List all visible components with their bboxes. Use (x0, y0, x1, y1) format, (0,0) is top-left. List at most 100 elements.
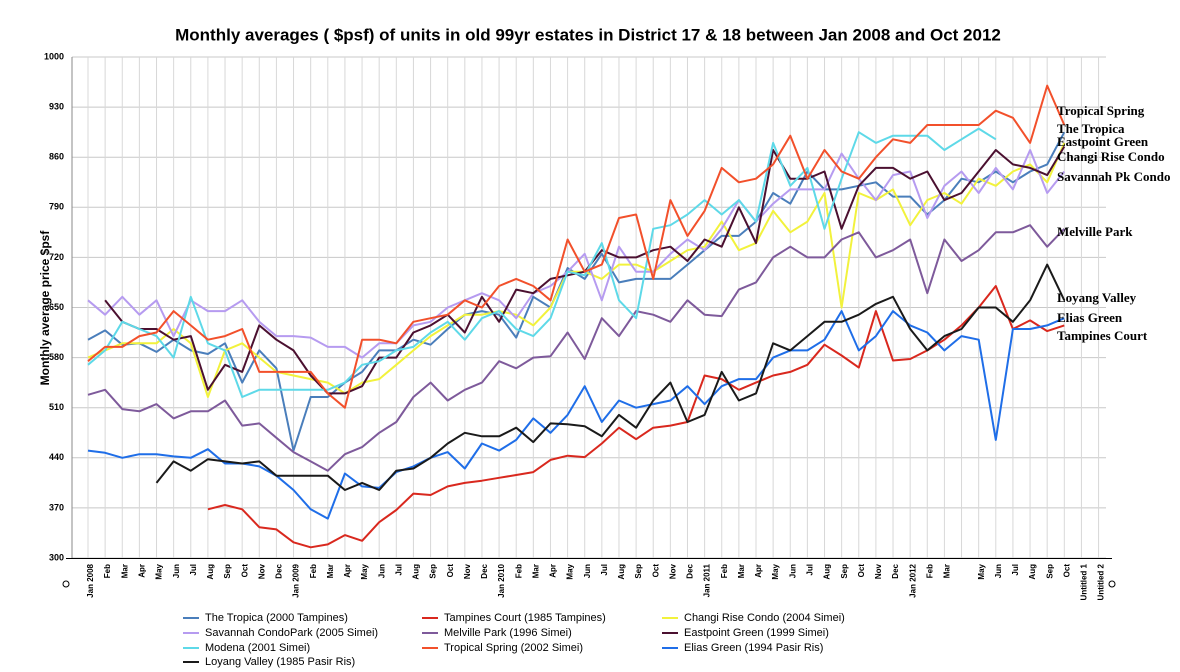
y-tick-label: 930 (49, 101, 64, 111)
x-tick-label: Sep (1045, 564, 1054, 579)
chart-title: Monthly averages ( $psf) of units in old… (175, 25, 1001, 44)
x-tick-label: May (360, 563, 369, 579)
annotation: Savannah Pk Condo (1057, 169, 1170, 184)
legend-label: Eastpoint Green (1999 Simei) (684, 627, 829, 639)
x-tick-label: Sep (840, 564, 849, 579)
x-tick-label: Oct (857, 564, 866, 578)
x-tick-label: Jul (805, 564, 814, 576)
x-tick-label: Jun (788, 564, 797, 578)
x-tick-label: Dec (686, 563, 695, 578)
y-tick-label: 650 (49, 302, 64, 312)
x-tick-label: Mar (326, 564, 335, 578)
x-tick-label: Mar (737, 564, 746, 578)
x-tick-label: Sep (634, 564, 643, 579)
x-tick-label: Apr (343, 564, 352, 578)
y-axis-label: Monthly average price $psf (38, 230, 52, 386)
x-tick-label: Nov (874, 563, 883, 579)
x-tick-label: Feb (309, 564, 318, 578)
x-tick-label: Jul (394, 564, 403, 576)
x-tick-label: Jul (189, 564, 198, 576)
x-tick-label: Untitled 2 (1097, 563, 1106, 600)
legend-label: Loyang Valley (1985 Pasir Ris) (205, 656, 355, 668)
x-tick-label: Untitled 1 (1080, 563, 1089, 600)
x-tick-label: Sep (223, 564, 232, 579)
series-line (87, 310, 1065, 520)
x-tick-label: Mar (120, 564, 129, 578)
x-tick-label: Dec (891, 563, 900, 578)
legend-label: Elias Green (1994 Pasir Ris) (684, 642, 823, 654)
x-tick-label: Feb (720, 564, 729, 578)
legend-label: The Tropica (2000 Tampines) (205, 612, 348, 624)
annotation: Changi Rise Condo (1057, 149, 1165, 164)
x-tick-label: Nov (463, 563, 472, 579)
axis-end (62, 580, 70, 588)
x-tick-label: May (771, 563, 780, 579)
x-tick-label: Feb (925, 564, 934, 578)
y-tick-label: 510 (49, 402, 64, 412)
x-tick-label: Jul (1011, 564, 1020, 576)
x-tick-label: Jun (994, 564, 1003, 578)
x-tick-label: Mar (943, 564, 952, 578)
y-tick-label: 1000 (44, 51, 64, 61)
x-tick-label: Sep (429, 564, 438, 579)
x-tick-label: Jun (172, 564, 181, 578)
x-tick-label: Jul (600, 564, 609, 576)
y-tick-label: 440 (49, 452, 64, 462)
legend-label: Modena (2001 Simei) (205, 642, 310, 654)
series-line (87, 142, 1066, 398)
x-tick-label: Nov (668, 563, 677, 579)
x-tick-label: Jan 2011 (703, 563, 712, 597)
x-tick-label: Feb (103, 564, 112, 578)
x-tick-label: Jun (583, 564, 592, 578)
legend-label: Tropical Spring (2002 Simei) (444, 642, 583, 654)
x-tick-label: Aug (1028, 564, 1037, 580)
y-tick-label: 860 (49, 152, 64, 162)
series-line (207, 285, 1065, 549)
y-tick-label: 300 (49, 552, 64, 562)
annotation: Loyang Valley (1057, 290, 1137, 305)
x-tick-label: May (566, 563, 575, 579)
x-tick-label: Jan 2008 (86, 563, 95, 597)
x-tick-label: Jan 2012 (908, 563, 917, 597)
x-tick-label: Feb (514, 564, 523, 578)
annotation: Melville Park (1057, 224, 1133, 239)
series-line (87, 131, 1066, 452)
x-tick-label: Nov (257, 563, 266, 579)
legend-label: Changi Rise Condo (2004 Simei) (684, 612, 845, 624)
x-tick-label: Dec (480, 563, 489, 578)
x-tick-label: Apr (549, 564, 558, 578)
x-tick-label: Dec (275, 563, 284, 578)
legend-label: Savannah CondoPark (2005 Simei) (205, 627, 378, 639)
x-tick-label: Aug (412, 564, 421, 580)
x-tick-label: Oct (651, 564, 660, 578)
x-tick-label: Aug (617, 564, 626, 580)
legend-label: Tampines Court (1985 Tampines) (444, 612, 606, 624)
y-tick-label: 720 (49, 252, 64, 262)
y-tick-label: 580 (49, 352, 64, 362)
series-line (87, 84, 1066, 409)
series-line (87, 224, 1066, 472)
axis-end (1108, 580, 1116, 588)
annotation: Eastpoint Green (1057, 134, 1149, 149)
y-tick-label: 370 (49, 502, 64, 512)
x-tick-label: Jan 2009 (292, 563, 301, 597)
y-tick-label: 790 (49, 202, 64, 212)
series-line (87, 127, 997, 398)
x-tick-label: May (977, 563, 986, 579)
x-tick-label: Oct (240, 564, 249, 578)
x-tick-label: Apr (137, 564, 146, 578)
x-tick-label: Aug (206, 564, 215, 580)
x-tick-label: Jan 2010 (497, 563, 506, 597)
x-tick-label: May (155, 563, 164, 579)
annotation: Tampines Court (1057, 328, 1148, 343)
series-line (155, 263, 1066, 491)
x-tick-label: Aug (823, 564, 832, 580)
x-tick-label: Mar (531, 564, 540, 578)
x-tick-label: Apr (754, 564, 763, 578)
annotation: Elias Green (1057, 310, 1123, 325)
annotation: The Tropica (1057, 121, 1125, 136)
x-tick-label: Jun (377, 564, 386, 578)
x-tick-label: Oct (446, 564, 455, 578)
x-tick-label: Oct (1062, 564, 1071, 578)
